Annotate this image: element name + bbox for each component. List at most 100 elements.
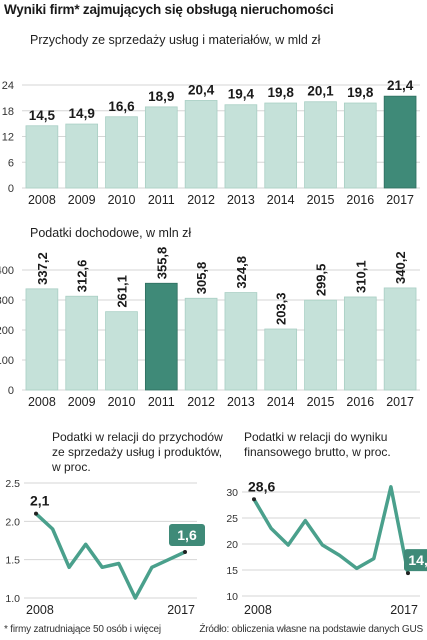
x-tick-label: 2017 [386,193,414,207]
y-tick-label: 24 [2,80,14,92]
x-tick-label: 2009 [68,193,96,207]
bar [224,292,258,391]
start-value-label: 2,1 [30,493,50,509]
bar [184,297,218,391]
x-tick-label: 2010 [108,395,136,409]
x-tick-label: 2014 [267,193,295,207]
y-tick-label: 400 [0,265,14,277]
x-tick-label: 2008 [28,193,56,207]
start-point [252,497,256,502]
y-tick-label: 200 [0,325,14,337]
line-chart-1: Podatki w relacji do przychodów ze sprzed… [5,430,223,617]
bar-value-label: 324,8 [234,256,249,289]
bar-value-label: 299,5 [314,264,329,297]
bar-value-label: 261,1 [115,275,130,308]
y-tick-label: 100 [0,355,14,367]
y-tick-label: 10 [226,591,238,603]
bar [224,104,258,189]
bar [343,296,377,391]
y-tick-label: 12 [2,132,14,144]
y-tick-label: 15 [226,565,238,577]
bar [383,287,417,391]
bar [105,311,138,391]
page-title: Wyniki firm* zajmujących się obsługą nie… [4,2,334,17]
y-tick-label: 0 [8,183,14,195]
bar-value-label: 355,8 [154,247,169,280]
x-tick-label: 2017 [167,603,195,617]
x-tick-label: 2017 [386,395,414,409]
bar-value-label: 19,8 [347,85,374,100]
y-tick-label: 30 [226,487,238,499]
start-value-label: 28,6 [248,478,275,494]
x-tick-label: 2011 [148,193,175,207]
end-value-label: 14,4 [408,552,427,568]
bar [304,299,337,391]
bar-value-label: 14,9 [69,106,95,121]
bar [343,102,377,189]
bar-value-label: 310,1 [353,260,368,293]
x-tick-label: 2010 [108,193,136,207]
y-tick-label: 25 [226,513,238,525]
bar [264,102,298,189]
x-tick-label: 2016 [346,395,374,409]
bar [105,116,138,189]
bar-value-label: 21,4 [387,78,414,93]
y-tick-label: 2.5 [5,478,20,490]
end-point [406,571,410,576]
bar [304,101,337,189]
y-tick-label: 1.0 [5,593,20,605]
y-tick-label: 300 [0,295,14,307]
y-tick-label: 6 [8,157,14,169]
x-tick-label: 2011 [148,395,175,409]
bar-value-label: 19,4 [228,87,255,102]
x-tick-label: 2016 [346,193,374,207]
bar-value-label: 20,4 [188,82,215,97]
bar [264,328,298,391]
bar-value-label: 305,8 [194,262,209,295]
end-value-box [169,524,205,546]
bar-value-label: 312,6 [75,260,90,293]
chart-title: Podatki dochodowe, w mln zł [30,226,191,240]
series-line [252,485,410,575]
bar-value-label: 340,2 [393,251,408,284]
x-tick-label: 2013 [227,395,255,409]
x-tick-label: 2008 [244,603,272,617]
y-tick-label: 18 [2,106,14,118]
x-tick-label: 2008 [26,603,54,617]
bar-value-label: 337,2 [35,252,50,285]
bar-value-label: 18,9 [148,89,174,104]
bar-value-label: 203,3 [274,292,289,325]
line-chart-2: Podatki w relacji do wyniku finansowego b… [226,430,427,617]
bar [383,95,417,189]
y-tick-label: 2.0 [5,516,20,528]
chart-title: Podatki w relacji do wyniku finansowego b… [244,430,391,459]
footnote: * firmy zatrudniające 50 osób i więcej [4,624,161,635]
x-tick-label: 2008 [28,395,56,409]
end-point [183,550,187,554]
x-tick-label: 2009 [68,395,96,409]
source-note: Źródło: obliczenia własne na podstawie d… [199,624,423,635]
bar-chart-1: Przychody ze sprzedaży usług i materiałó… [2,33,420,207]
end-value-box [404,549,427,572]
chart-title: Przychody ze sprzedaży usług i materiałó… [30,33,321,47]
x-tick-label: 2015 [307,193,335,207]
bar-chart-2: Podatki dochodowe, w mln zł 0 100 200 300 400… [0,226,420,409]
bar [144,106,178,189]
bar [25,125,59,189]
bar [144,282,178,391]
bar-value-label: 20,1 [307,84,334,99]
x-tick-label: 2014 [267,395,295,409]
y-tick-label: 20 [226,539,238,551]
y-tick-label: 1.5 [5,555,20,567]
bar-value-label: 16,6 [108,99,135,114]
bar-value-label: 19,8 [268,85,295,100]
start-point [34,511,38,516]
x-tick-label: 2012 [187,193,215,207]
chart-title: Podatki w relacji do przychodów ze sprzed… [51,430,223,474]
end-value-label: 1,6 [177,527,197,543]
x-tick-label: 2015 [307,395,335,409]
bar [25,288,59,391]
bar [65,123,99,189]
y-tick-label: 0 [8,385,14,397]
